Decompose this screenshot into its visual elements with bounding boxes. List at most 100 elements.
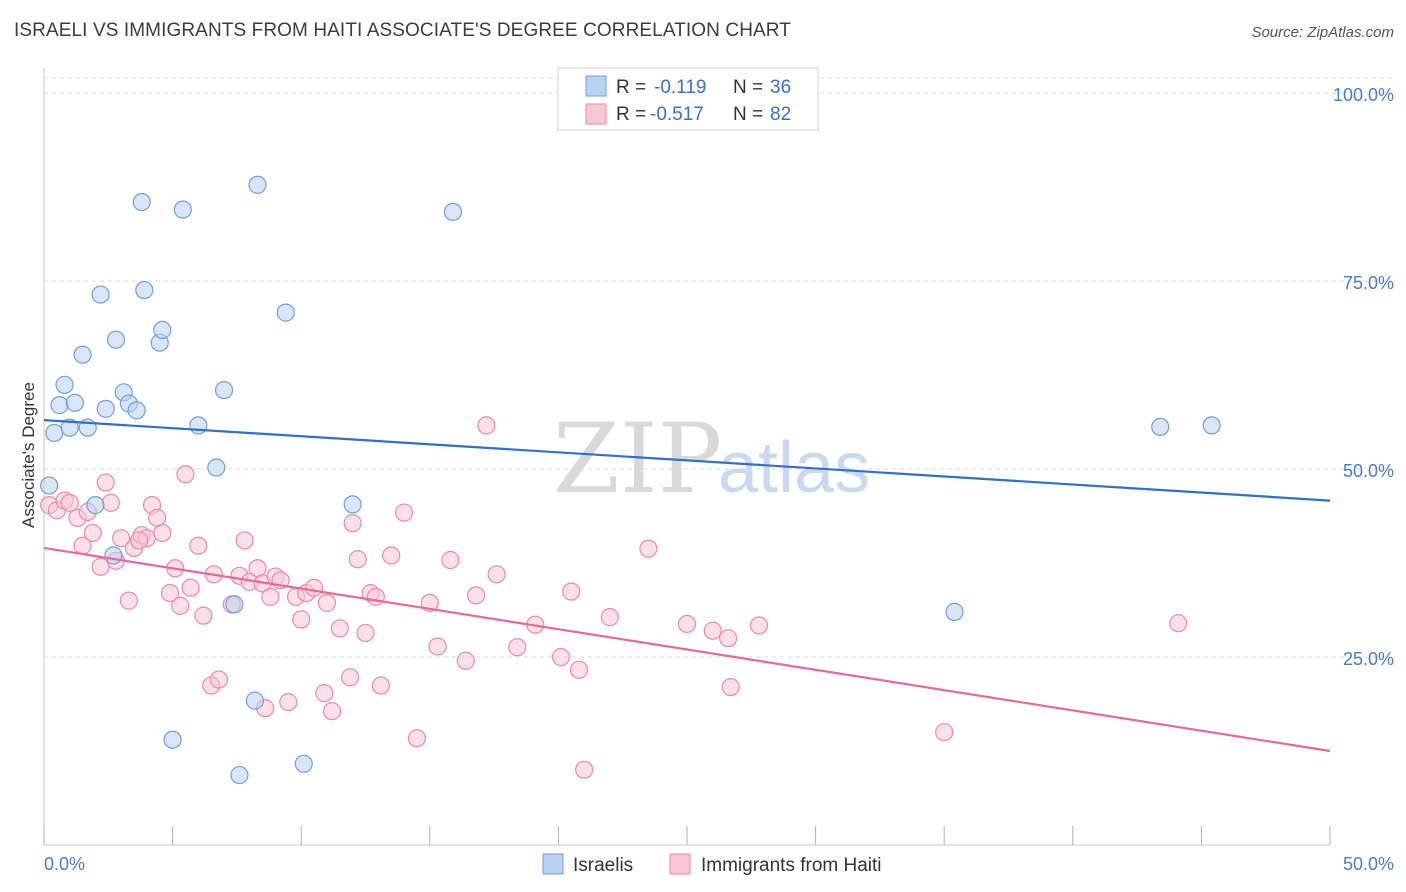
legend-n-label-israelis: N = [733, 77, 763, 98]
haiti-point [371, 676, 391, 695]
israeli-point [60, 418, 79, 437]
haiti-point [348, 550, 367, 569]
haiti-point [112, 529, 131, 548]
israeli-point [276, 303, 295, 322]
haiti-point [330, 619, 349, 638]
haiti-point [639, 539, 658, 558]
haiti-point [1169, 614, 1188, 633]
israeli-point [132, 192, 151, 212]
legend-n-label-haiti: N = [733, 104, 763, 125]
haiti-point [366, 587, 385, 606]
y-tick-label: 100.0% [1333, 85, 1394, 105]
legend-r-value-israelis: -0.119 [654, 77, 706, 98]
legend-label-israelis: Israelis [573, 855, 633, 876]
y-axis-label: Associate's Degree [19, 382, 38, 528]
israeli-point [245, 691, 265, 710]
legend-r-label-haiti: R = [616, 104, 646, 125]
israeli-point [443, 202, 463, 221]
legend-n-value-israelis: 36 [770, 77, 791, 98]
y-tick-label: 25.0% [1343, 649, 1394, 669]
haiti-point [935, 723, 954, 742]
haiti-point [356, 623, 375, 643]
israeli-point [1202, 416, 1221, 435]
israeli-point [104, 546, 123, 565]
israeli-point [225, 595, 244, 614]
israeli-trend-line [43, 419, 1331, 502]
haiti-point [194, 606, 213, 625]
trend-lines [43, 419, 1331, 753]
haiti-point [340, 668, 360, 687]
israeli-point [40, 476, 59, 495]
israeli-point [230, 765, 249, 785]
watermark-zip: ZIP [553, 403, 722, 515]
haiti-point [551, 647, 571, 667]
haiti-trend-line [43, 546, 1331, 753]
y-tick-label: 75.0% [1343, 273, 1394, 293]
haiti-point [160, 583, 180, 603]
series-immigrants-from-haiti [40, 416, 1188, 779]
haiti-point [119, 591, 138, 610]
haiti-point [148, 508, 167, 527]
haiti-point [292, 610, 311, 629]
israeli-point [106, 330, 126, 349]
haiti-point [441, 550, 460, 570]
x-tick-label-max: 50.0% [1343, 854, 1394, 874]
chart-title: ISRAELI VS IMMIGRANTS FROM HAITI ASSOCIA… [14, 20, 791, 41]
legend-swatch-israelis-bottom [542, 853, 564, 875]
haiti-point [721, 677, 740, 697]
israeli-point [294, 754, 313, 773]
haiti-point [315, 684, 334, 703]
israeli-point [135, 280, 154, 300]
israeli-point [248, 175, 267, 194]
legend-swatch-haiti [585, 103, 607, 125]
source-credit: Source: ZipAtlas.com [1251, 24, 1394, 41]
haiti-point [749, 616, 769, 635]
haiti-point [703, 621, 722, 640]
israeli-point [55, 375, 74, 394]
stats-legend: R = -0.119 N = 36 R = -0.517 N = 82 [557, 67, 819, 131]
haiti-point [209, 670, 228, 689]
israeli-point [163, 730, 182, 749]
haiti-point [407, 729, 427, 748]
haiti-point [91, 557, 110, 576]
haiti-point [477, 416, 496, 435]
haiti-point [456, 651, 475, 670]
haiti-point [248, 559, 267, 578]
israeli-point [86, 496, 105, 515]
haiti-point [600, 608, 619, 627]
haiti-point [394, 503, 414, 522]
israeli-point [173, 200, 192, 219]
x-tick-label-min: 0.0% [44, 854, 85, 874]
haiti-point [575, 760, 594, 779]
series-legend: Israelis Immigrants from Haiti [542, 853, 882, 876]
haiti-point [171, 596, 190, 615]
haiti-point [508, 638, 527, 657]
haiti-point [189, 536, 208, 555]
haiti-point [130, 531, 149, 550]
haiti-point [83, 523, 102, 543]
y-tick-labels: 25.0% 50.0% 75.0% 100.0% [1333, 85, 1394, 669]
haiti-point [428, 637, 447, 656]
legend-swatch-israelis [585, 75, 607, 97]
israeli-point [73, 345, 92, 364]
haiti-point [719, 629, 738, 648]
x-axis-ticks [43, 826, 1331, 845]
israeli-point [343, 495, 362, 514]
haiti-point [304, 578, 324, 597]
israeli-point [65, 393, 84, 412]
haiti-point [677, 614, 697, 634]
haiti-point [101, 493, 120, 512]
israeli-point [189, 416, 208, 435]
haiti-point [466, 586, 486, 605]
israeli-point [127, 401, 146, 420]
israeli-point [207, 458, 226, 477]
legend-n-value-haiti: 82 [770, 104, 791, 125]
israeli-point [50, 396, 69, 415]
haiti-point [562, 582, 581, 601]
legend-swatch-haiti-bottom [669, 853, 691, 875]
haiti-point [181, 578, 200, 597]
israeli-point [45, 423, 64, 443]
israeli-point [96, 399, 115, 418]
y-tick-label: 50.0% [1343, 461, 1394, 481]
